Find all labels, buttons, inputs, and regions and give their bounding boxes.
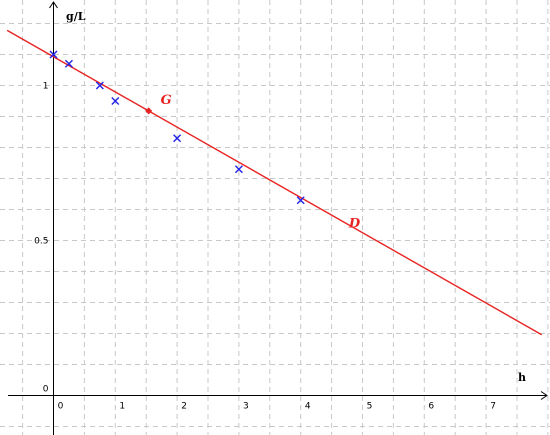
line-d-label: D [348,216,361,231]
data-point [64,59,73,68]
data-point [111,97,120,105]
y-tick-label: 1 [43,82,49,92]
y-axis-label: g/L [66,10,86,23]
x-axis-arrow [540,391,548,400]
x-tick-label: 0 [58,402,64,412]
y-tick-label: 0.5 [34,237,48,247]
data-point [173,134,182,143]
x-tick-label: 1 [119,402,125,412]
x-tick-label: 2 [181,402,187,412]
y-axis-arrow [49,1,58,9]
annotations: GD [145,93,361,231]
data-points [49,50,305,205]
x-tick-label: 6 [428,402,434,412]
origin-label: 0 [43,385,49,395]
data-point [49,50,58,59]
data-point [296,196,305,205]
point-g-label: G [161,93,172,108]
data-point [95,81,104,90]
x-tick-label: 4 [305,402,311,412]
x-tick-label: 3 [243,402,249,412]
axes [8,1,548,435]
point-g-marker [145,107,153,115]
x-axis-label: h [518,371,526,384]
x-tick-label: 5 [367,402,373,412]
tick-labels: 0 1 2 3 4 5 6 7 0.5 1 0 [34,82,496,412]
x-tick-label: 7 [490,402,496,412]
regression-line-d [6,29,543,336]
data-point [234,165,243,174]
